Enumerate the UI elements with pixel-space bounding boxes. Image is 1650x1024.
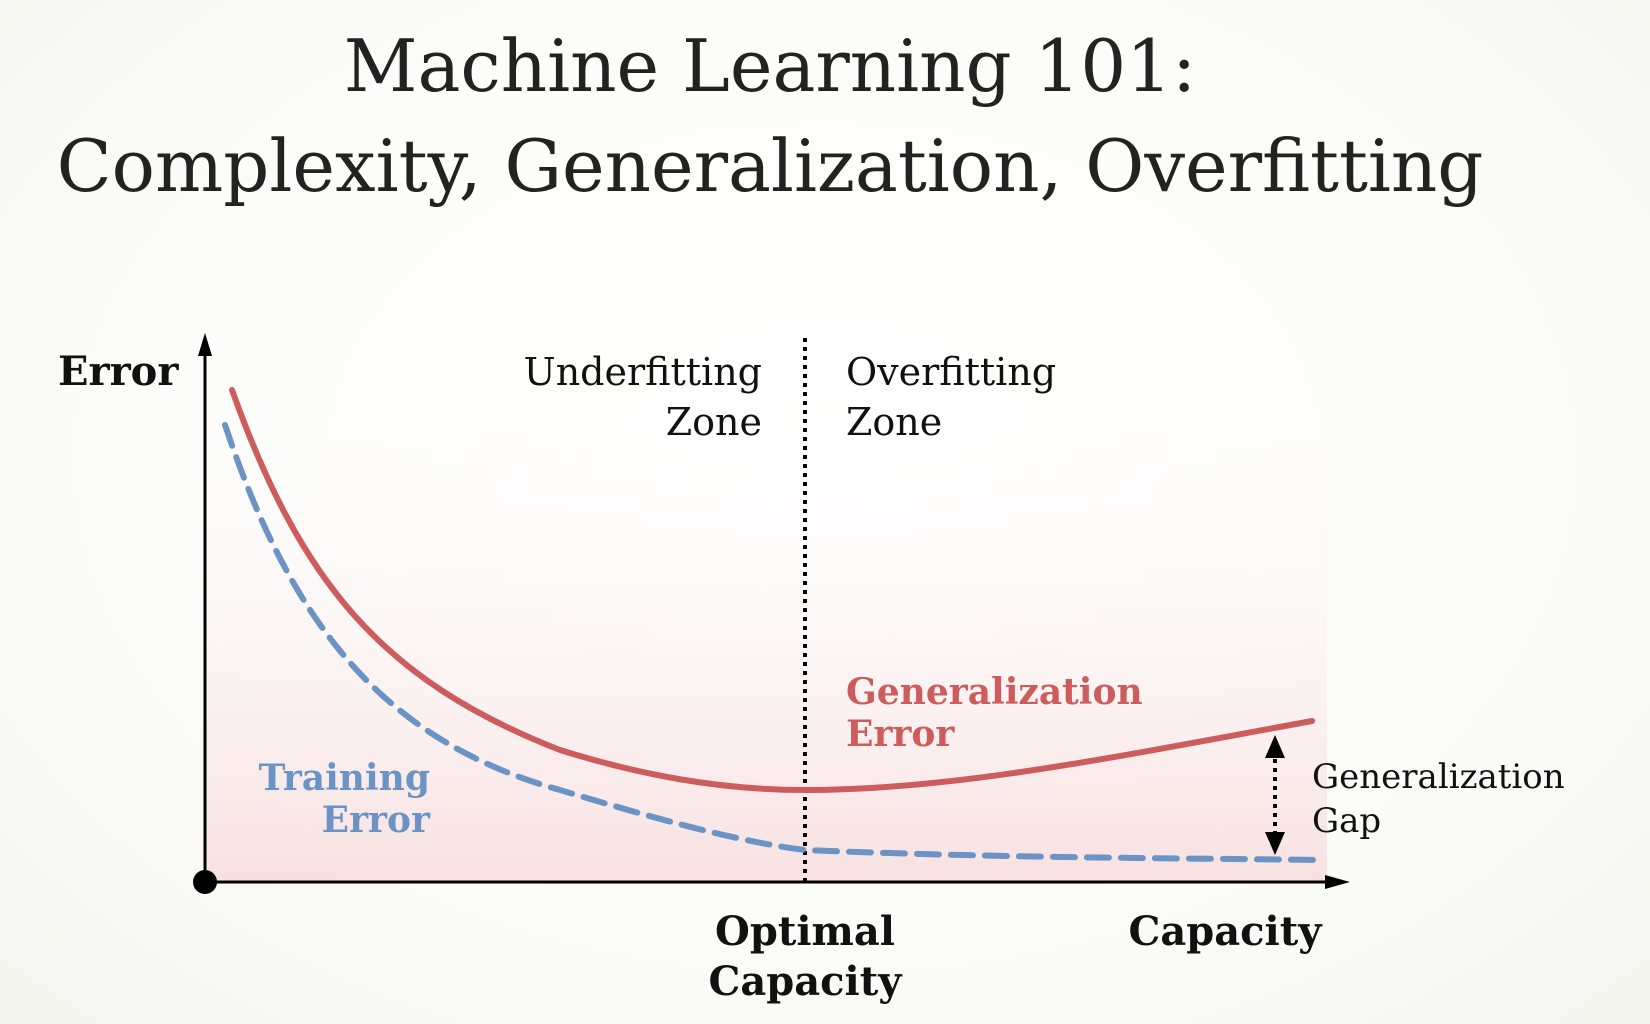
overfitting-zone-label-1: Overfitting [846, 350, 1056, 394]
underfitting-zone-label-1: Underfitting [524, 350, 762, 394]
x-axis-label: Capacity [1129, 908, 1324, 955]
overfitting-zone-label-2: Zone [846, 400, 942, 444]
training-error-label-1: Training [259, 757, 430, 799]
training-error-label-2: Error [322, 799, 431, 841]
training-error-curve [222, 422, 1323, 863]
generalization-gap-label-1: Generalization [1312, 757, 1565, 797]
gap-arrowhead-up [1265, 735, 1285, 758]
y-axis-label: Error [58, 348, 179, 395]
generalization-error-label-2: Error [846, 713, 955, 755]
plot-area-shading [205, 380, 1327, 882]
title-line-1: Machine Learning 101: [343, 24, 1197, 108]
generalization-error-curve [229, 387, 1315, 794]
title-line-2: Complexity, Generalization, Overfitting [56, 124, 1484, 208]
origin-dot [193, 870, 217, 894]
generalization-gap-label-2: Gap [1312, 801, 1381, 841]
x-axis-arrowhead [1325, 875, 1350, 889]
optimal-capacity-label-1: Optimal [715, 908, 895, 955]
underfitting-zone-label-2: Zone [666, 400, 762, 444]
gap-arrowhead-down [1265, 832, 1285, 855]
generalization-error-label-1: Generalization [846, 671, 1143, 713]
optimal-capacity-label-2: Capacity [709, 958, 904, 1005]
y-axis-arrowhead [198, 333, 212, 356]
